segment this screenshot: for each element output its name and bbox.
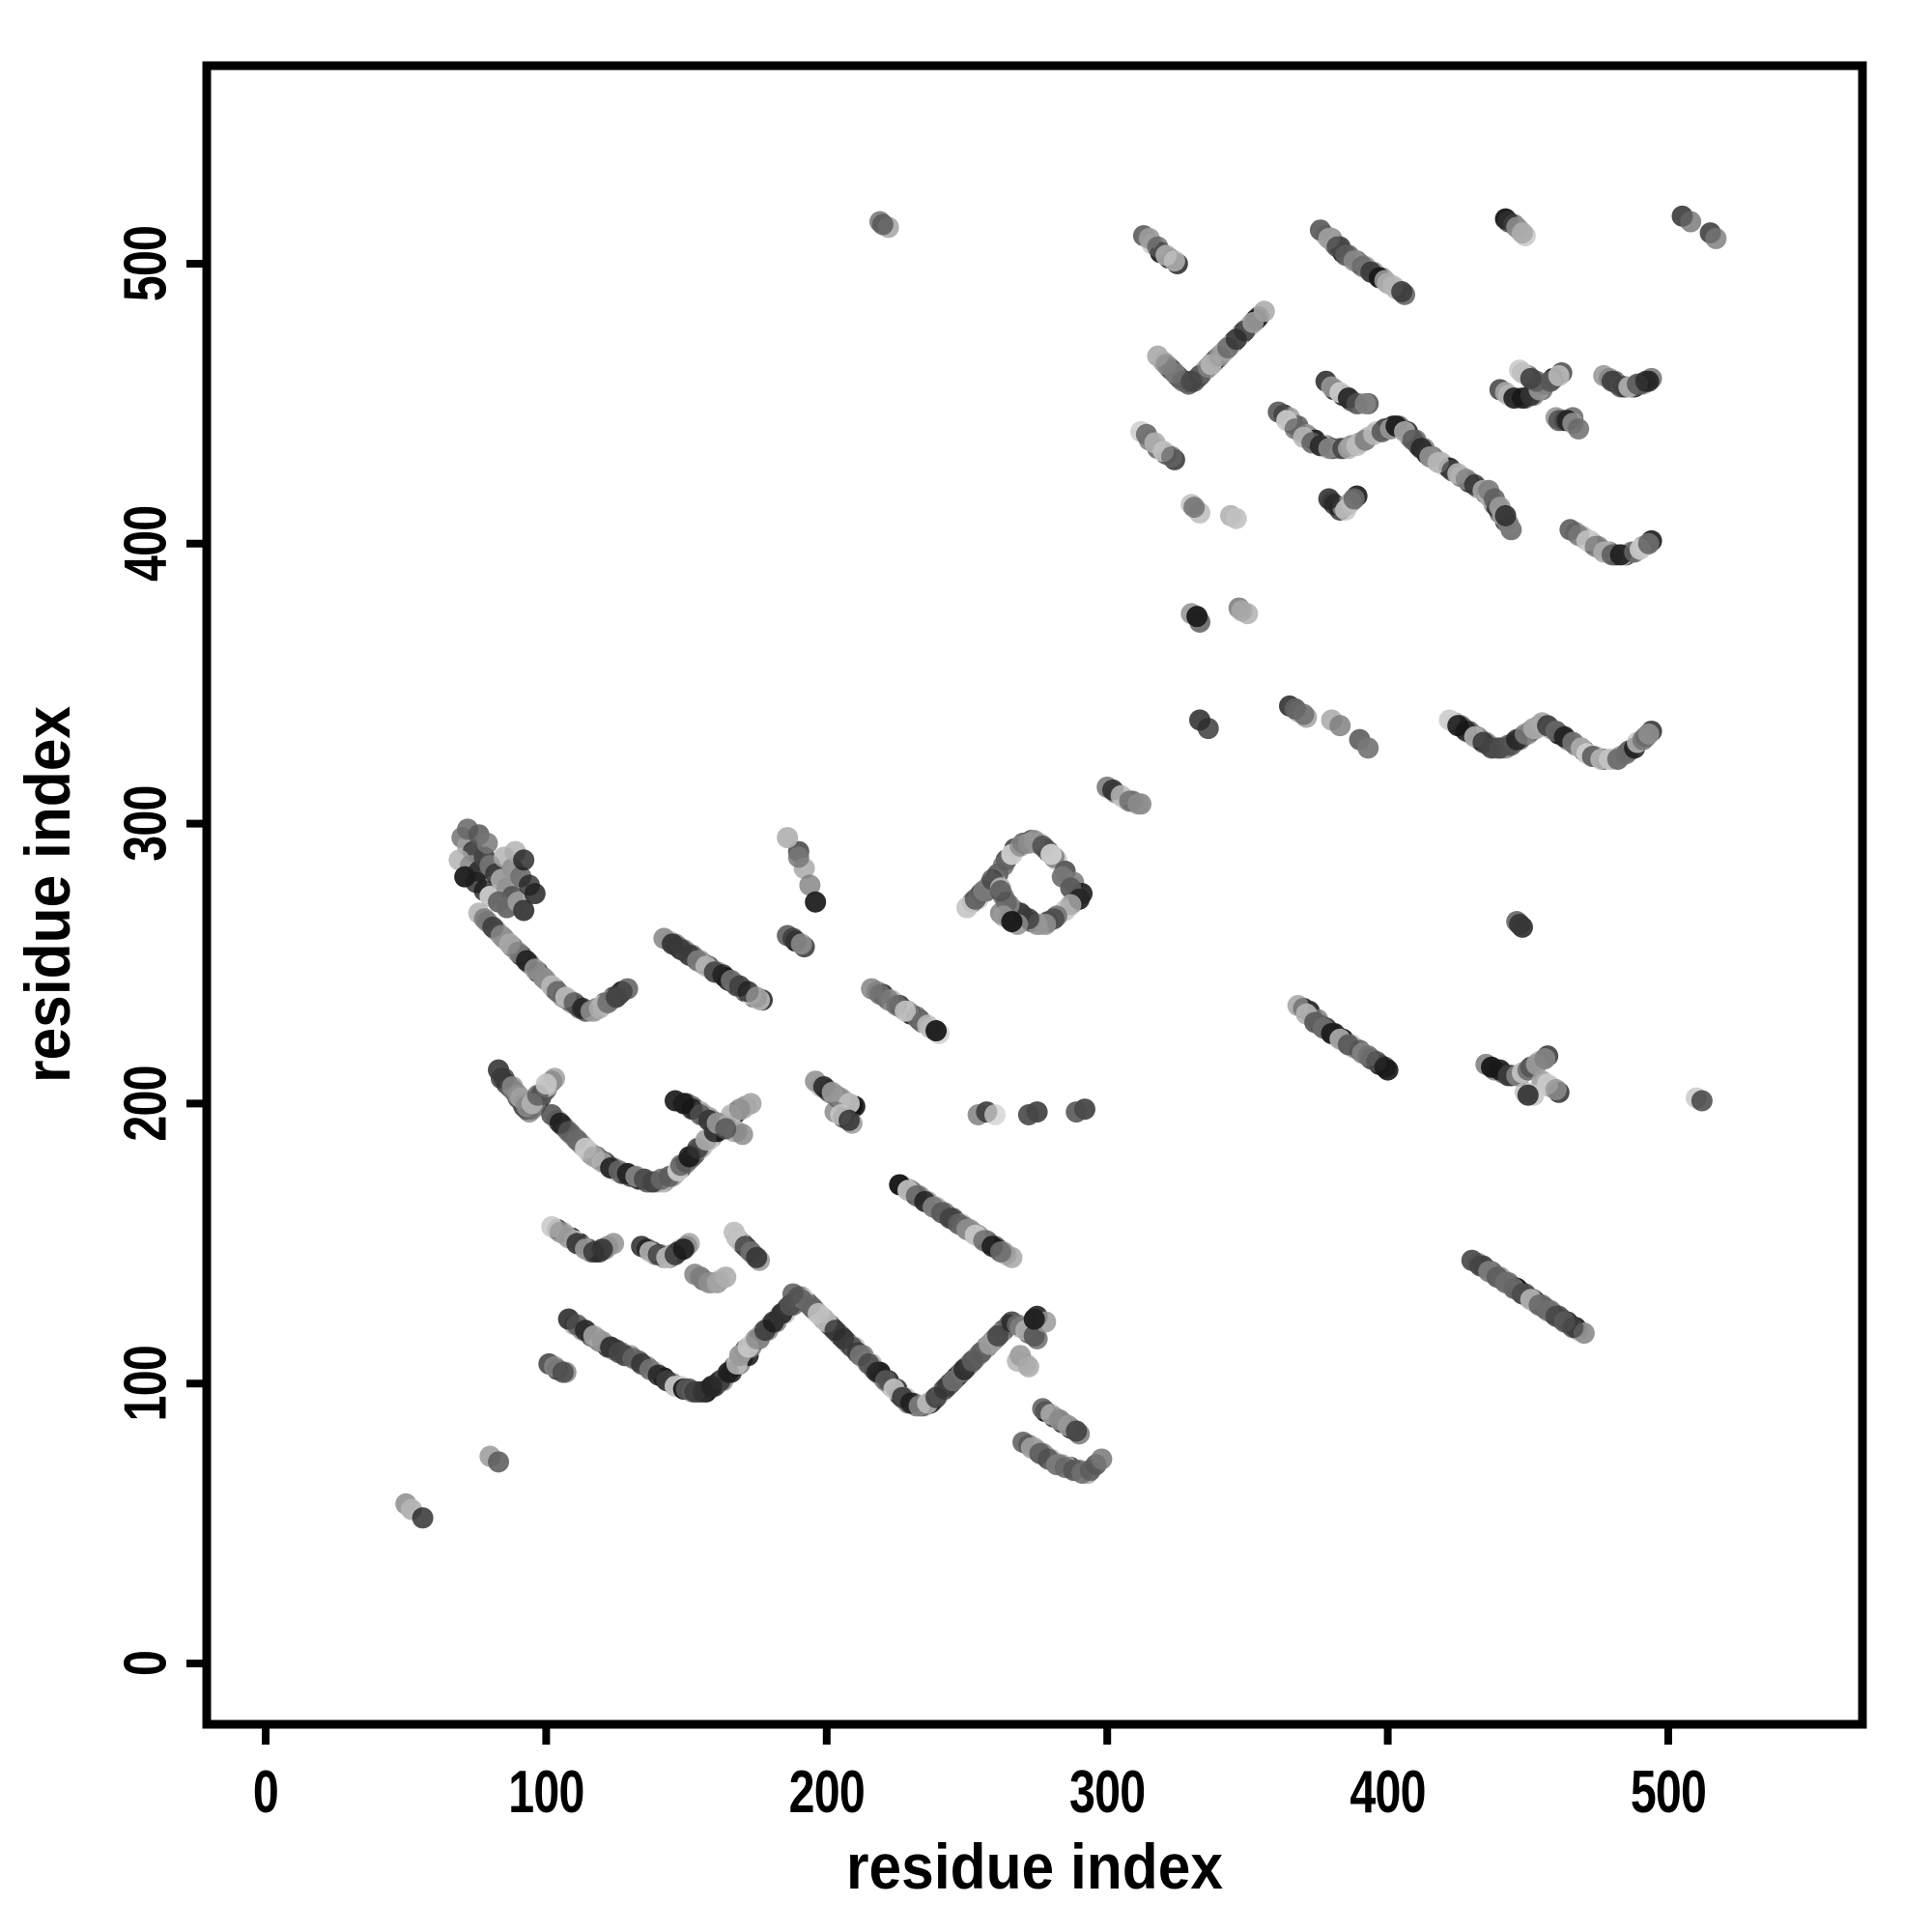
- data-point: [746, 986, 768, 1009]
- data-point: [1017, 1355, 1039, 1378]
- data-point: [488, 1451, 510, 1473]
- data-point: [1127, 793, 1150, 815]
- x-tick-label: 500: [1631, 1758, 1706, 1825]
- y-axis-ticks: [186, 260, 207, 1667]
- x-axis-title: residue index: [846, 1831, 1223, 1902]
- data-point: [1568, 417, 1590, 440]
- data-point: [1329, 715, 1351, 737]
- data-point: [989, 1240, 1011, 1263]
- data-point: [1545, 1078, 1567, 1100]
- data-point: [728, 1098, 751, 1121]
- data-point: [1160, 445, 1182, 468]
- data-point: [513, 849, 535, 871]
- data-point: [1040, 843, 1063, 866]
- data-point: [535, 1073, 557, 1095]
- y-tick-label: 100: [112, 1346, 179, 1421]
- data-point: [1186, 606, 1208, 628]
- data-point: [1509, 913, 1531, 935]
- data-point: [1343, 488, 1365, 510]
- data-point: [1073, 1098, 1095, 1121]
- data-point: [1091, 1448, 1113, 1470]
- data-point: [731, 1123, 753, 1146]
- data-point: [871, 213, 894, 236]
- data-point: [986, 1324, 1009, 1347]
- data-point: [591, 1238, 613, 1261]
- data-point: [1705, 227, 1727, 249]
- y-tick-label: 400: [112, 506, 179, 582]
- data-point: [1637, 723, 1660, 745]
- data-point: [715, 1266, 737, 1289]
- data-point: [1023, 1308, 1045, 1330]
- y-tick-label: 300: [112, 785, 179, 861]
- data-point: [1534, 1048, 1556, 1070]
- data-point: [805, 891, 827, 913]
- x-tick-label: 200: [789, 1758, 865, 1825]
- y-axis-tick-labels: 0 100 200 300 400 500: [112, 226, 179, 1676]
- data-point: [1520, 367, 1542, 389]
- data-point: [777, 827, 799, 849]
- data-point: [1548, 364, 1570, 386]
- data-point: [989, 880, 1011, 902]
- data-point: [1562, 1317, 1584, 1339]
- data-point: [1225, 507, 1247, 529]
- data-point: [715, 1118, 737, 1140]
- data-point: [1197, 718, 1219, 740]
- data-point: [672, 1238, 695, 1261]
- x-tick-label: 0: [253, 1758, 278, 1825]
- data-point: [1680, 211, 1702, 233]
- data-point: [1391, 280, 1413, 302]
- data-point: [1163, 250, 1185, 272]
- data-point: [1374, 1056, 1396, 1078]
- data-point: [925, 1020, 948, 1042]
- data-point: [799, 874, 821, 896]
- data-point-group: [395, 205, 1727, 1529]
- x-axis-ticks: [262, 1724, 1672, 1745]
- x-axis-tick-labels: 0 100 200 300 400 500: [253, 1758, 1707, 1825]
- data-point: [1511, 222, 1533, 244]
- data-point: [1357, 737, 1379, 759]
- data-point: [746, 1246, 768, 1268]
- data-point: [895, 1000, 917, 1022]
- data-point: [476, 832, 498, 854]
- data-point: [524, 883, 546, 905]
- data-point: [1065, 1420, 1088, 1442]
- data-point: [412, 1507, 434, 1529]
- data-point: [787, 846, 810, 868]
- data-point: [984, 1103, 1007, 1125]
- data-point: [513, 899, 535, 922]
- data-point: [1231, 600, 1253, 622]
- data-point: [1494, 504, 1517, 526]
- data-point: [1690, 1090, 1713, 1112]
- data-point: [606, 986, 627, 1009]
- plot-frame: [202, 61, 1867, 1729]
- data-point: [1001, 911, 1023, 933]
- data-point: [552, 1361, 574, 1383]
- data-point: [1517, 1084, 1539, 1106]
- data-point: [1026, 1101, 1048, 1123]
- data-point: [1293, 703, 1315, 725]
- data-point: [790, 933, 812, 955]
- y-axis-title: residue index: [12, 706, 83, 1083]
- y-tick-label: 200: [112, 1065, 179, 1141]
- x-tick-label: 300: [1069, 1758, 1145, 1825]
- x-tick-label: 400: [1350, 1758, 1425, 1825]
- x-tick-label: 100: [508, 1758, 583, 1825]
- data-point: [838, 1109, 861, 1131]
- data-point: [1634, 370, 1657, 392]
- y-tick-label: 500: [112, 226, 179, 301]
- data-point: [1318, 488, 1340, 510]
- data-point: [1637, 532, 1660, 554]
- y-tick-label: 0: [112, 1651, 179, 1676]
- data-point: [1354, 392, 1377, 414]
- data-point: [1242, 311, 1264, 333]
- data-point: [1183, 497, 1206, 519]
